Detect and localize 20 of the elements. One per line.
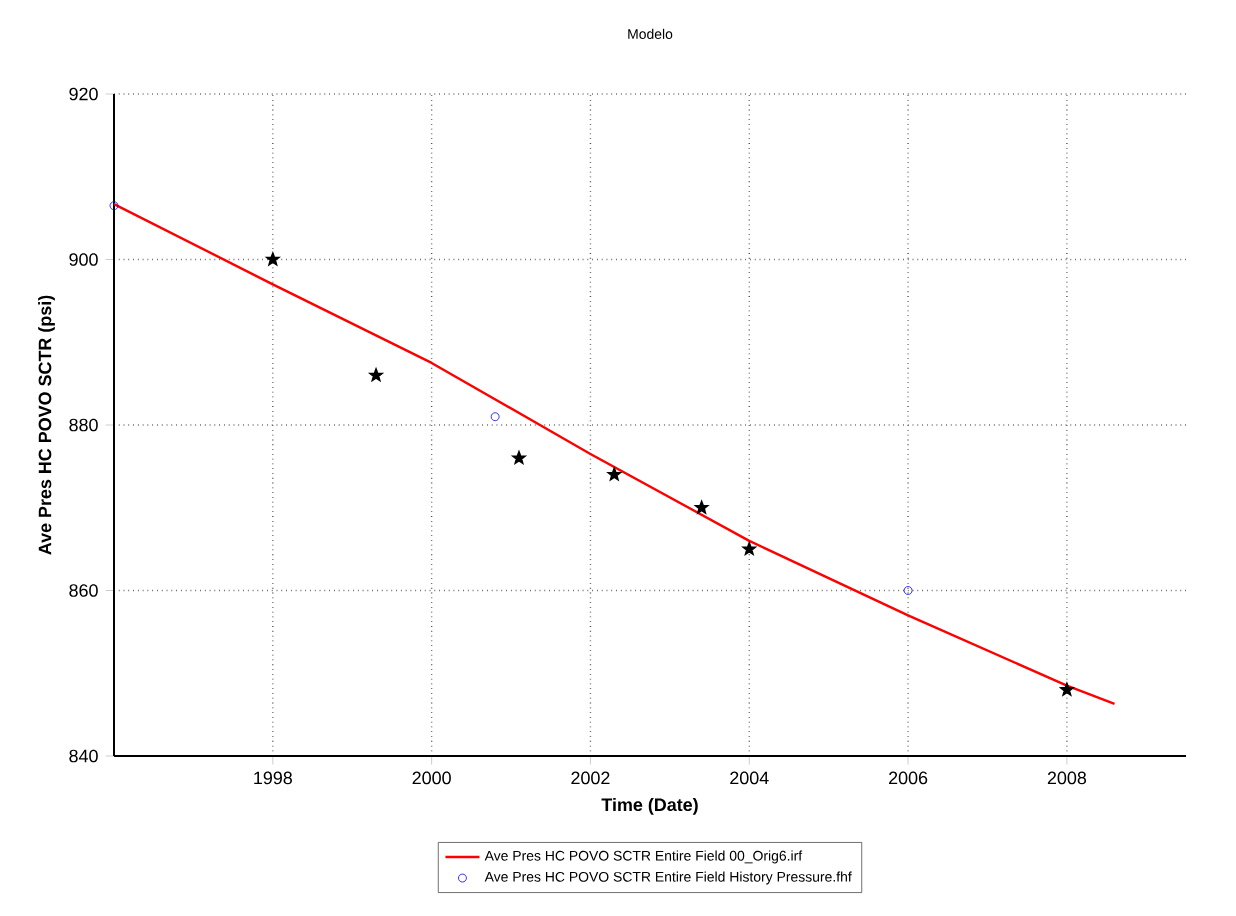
y-tick-label: 880 xyxy=(69,418,98,432)
y-tick-label: 840 xyxy=(69,749,98,763)
point xyxy=(512,451,526,464)
x-tick-label: 1998 xyxy=(254,771,292,785)
x-tick-label: 2008 xyxy=(1047,771,1087,785)
point xyxy=(109,201,119,211)
x-tick-label: 2006 xyxy=(889,771,928,785)
x-axis-title: Time (Date) xyxy=(601,797,698,815)
point xyxy=(1060,683,1074,696)
x-tick-label: 2000 xyxy=(412,771,451,785)
line-series xyxy=(114,202,1116,706)
y-tick-label: 860 xyxy=(69,584,98,597)
y-tick-label: 920 xyxy=(69,87,98,101)
y-axis-title: Ave Pres HC POVO SCTR (psi) xyxy=(38,295,55,555)
x-tick-label: 2004 xyxy=(730,771,769,785)
y-tick-label: 900 xyxy=(69,253,98,266)
point xyxy=(369,368,383,381)
x-tick-label: 2002 xyxy=(571,771,610,785)
point xyxy=(490,412,500,422)
point xyxy=(903,586,913,595)
